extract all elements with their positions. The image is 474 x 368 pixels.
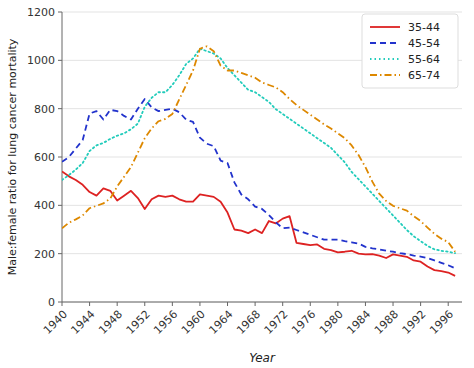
y-tick [58,253,62,254]
x-tick [62,302,63,306]
y-tick [58,60,62,61]
y-tick-label: 1200 [27,6,55,19]
x-tick-label: 1984 [344,308,373,337]
x-tick [172,302,173,306]
x-tick [227,302,228,306]
x-tick [282,302,283,306]
x-axis-line [62,302,462,303]
y-tick-label: 400 [34,199,55,212]
y-tick-label: 1000 [27,54,55,67]
chart: 0 200 400 600 800 1000 1200 1940194419481952195… [0,0,474,368]
legend-label: 65-74 [408,69,440,82]
x-tick [337,302,338,306]
series-line [62,172,455,276]
grid-line [62,157,462,158]
x-tick [199,302,200,306]
x-tick [365,302,366,306]
x-tick-label: 1960 [179,308,208,337]
x-tick [89,302,90,306]
y-axis-line [62,12,63,302]
y-tick [58,205,62,206]
legend-swatch [370,58,400,60]
x-axis-label: Year [249,351,276,365]
grid-line [62,205,462,206]
legend-swatch [370,26,400,28]
y-tick [58,302,62,303]
y-tick [58,12,62,13]
x-tick-label: 1948 [96,308,125,337]
x-tick [310,302,311,306]
y-tick-label: 0 [48,296,55,309]
x-tick-label: 1968 [234,308,263,337]
y-tick-label: 600 [34,151,55,164]
y-tick [58,108,62,109]
x-tick [448,302,449,306]
x-tick [144,302,145,306]
legend-swatch [370,74,400,76]
x-tick-label: 1952 [124,308,153,337]
x-tick-label: 1944 [69,308,98,337]
x-tick [420,302,421,306]
x-tick-label: 1988 [372,308,401,337]
legend-label: 55-64 [408,53,440,66]
x-tick-label: 1940 [41,308,70,337]
grid-line [62,108,462,109]
legend-box [362,14,458,88]
x-tick-label: 1996 [427,308,456,337]
axes: 0 200 400 600 800 1000 1200 1940194419481952195… [27,6,462,337]
x-tick-label: 1964 [206,308,235,337]
grid-line [62,302,462,303]
x-tick-label: 1972 [262,308,291,337]
legend: 35-44 45-54 55-64 65-74 [362,14,458,88]
x-tick-label: 1956 [151,308,180,337]
y-tick-label: 200 [34,248,55,261]
legend-swatch [370,42,400,44]
y-tick-label: 800 [34,103,55,116]
x-tick-label: 1980 [317,308,346,337]
x-tick-label: 1992 [400,308,429,337]
series-line [62,99,455,268]
y-tick [58,157,62,158]
x-tick [255,302,256,306]
y-axis-label: Male:female ratio for lung cancer mortal… [6,38,19,275]
legend-label: 35-44 [408,21,440,34]
x-tick-label: 1976 [289,308,318,337]
legend-label: 45-54 [408,37,440,50]
x-tick [117,302,118,306]
x-tick [393,302,394,306]
grid-line [62,12,462,13]
